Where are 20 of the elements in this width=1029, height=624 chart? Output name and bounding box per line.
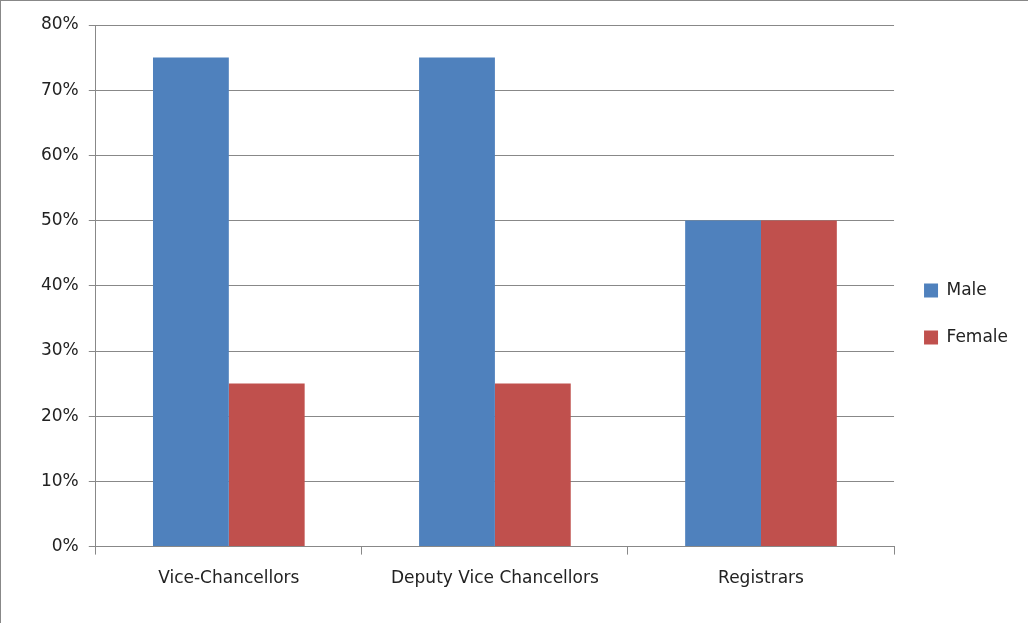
y-tick-label: 50% <box>40 209 79 230</box>
y-tick-label: 70% <box>40 78 79 99</box>
y-tick-label: 40% <box>40 274 79 295</box>
y-tick-label: 20% <box>40 404 79 425</box>
y-tick-label: 80% <box>40 13 79 34</box>
bar <box>760 220 837 547</box>
legend-label: Male <box>946 278 987 299</box>
bar <box>419 57 495 547</box>
y-tick-label: 0% <box>51 535 79 556</box>
bar <box>494 383 571 547</box>
bar <box>152 57 229 547</box>
x-tick-label: Deputy Vice Chancellors <box>391 567 599 588</box>
y-tick-label: 60% <box>40 143 79 164</box>
bar <box>685 220 761 547</box>
x-tick-label: Registrars <box>718 567 805 588</box>
legend-label: Female <box>946 325 1008 346</box>
bar <box>228 383 305 547</box>
y-tick-label: 30% <box>40 339 79 360</box>
y-tick-label: 10% <box>40 469 79 490</box>
x-tick-label: Vice-Chancellors <box>158 567 300 588</box>
